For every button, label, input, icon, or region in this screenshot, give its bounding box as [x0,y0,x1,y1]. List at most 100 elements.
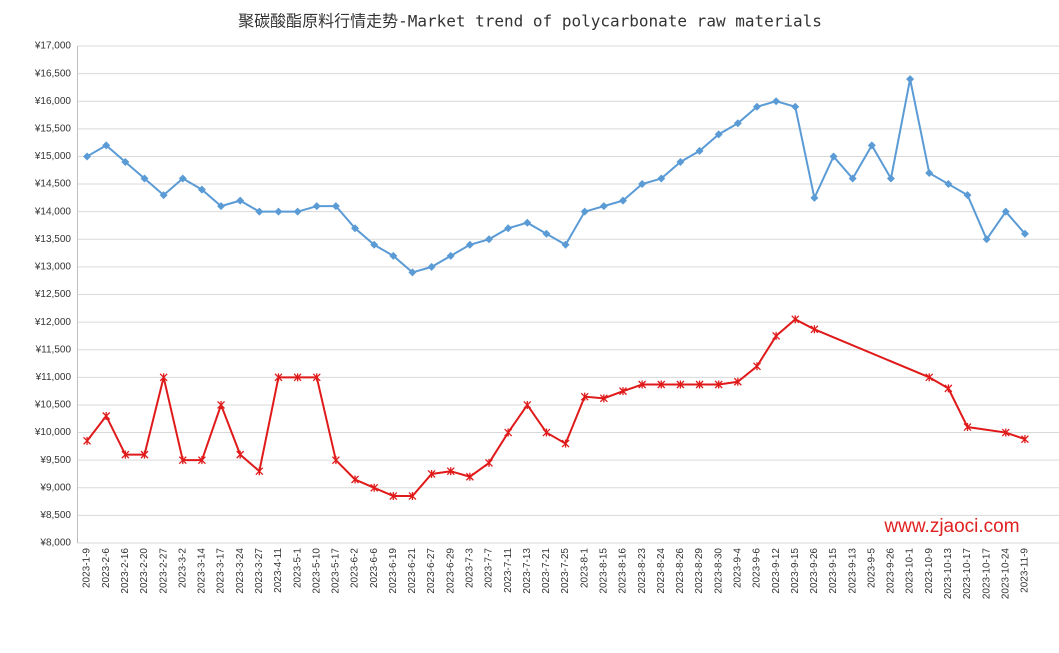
marker [542,229,551,238]
marker [733,119,742,128]
series-line [86,318,1026,498]
marker [676,380,685,389]
marker [1001,428,1010,437]
marker [791,315,800,324]
marker [638,180,647,189]
y-tick-label: ¥8,500 [39,510,71,521]
x-tick-label: 2023-10-13 [943,548,954,600]
marker [695,380,704,389]
marker [178,174,187,183]
x-tick-label: 2023-10-9 [924,548,935,594]
marker [102,141,111,150]
marker [197,456,206,465]
y-tick-label: ¥9,000 [39,482,71,493]
marker [925,373,934,382]
marker [312,373,321,382]
marker [599,394,608,403]
marker [255,467,264,476]
marker [752,102,761,111]
x-tick-label: 2023-8-30 [713,548,724,594]
x-tick-label: 2023-2-27 [158,548,169,594]
marker [236,450,245,459]
x-tick-label: 2023-8-29 [694,548,705,594]
marker [963,423,972,432]
marker [676,157,685,166]
marker [848,174,857,183]
marker [695,146,704,155]
y-tick-label: ¥10,000 [34,427,72,438]
x-tick-label: 2023-9-26 [886,548,897,594]
x-tick-label: 2023-10-17 [981,548,992,600]
x-tick-label: 2023-9-6 [752,548,763,588]
x-tick-label: 2023-8-15 [598,548,609,594]
x-tick-label: 2023-6-29 [445,548,456,594]
y-tick-label: ¥10,500 [34,400,72,411]
marker [1020,435,1029,444]
x-tick-label: 2023-2-16 [120,548,131,594]
marker [217,400,226,409]
y-tick-label: ¥8,000 [39,538,71,549]
marker [580,207,589,216]
marker [638,380,647,389]
y-tick-label: ¥15,000 [34,151,72,162]
marker [312,202,321,211]
x-tick-label: 2023-7-21 [541,548,552,594]
y-tick-label: ¥9,500 [39,455,71,466]
x-tick-label: 2023-9-13 [847,548,858,594]
marker [561,439,570,448]
marker [274,207,283,216]
marker [561,240,570,249]
x-tick-label: 2023-8-16 [618,548,629,594]
x-tick-label: 2023-6-2 [350,548,361,588]
x-tick-label: 2023-6-27 [426,548,437,594]
marker [580,392,589,401]
marker [772,331,781,340]
x-tick-label: 2023-9-26 [809,548,820,594]
y-tick-label: ¥16,000 [34,96,72,107]
x-tick-label: 2023-6-19 [388,548,399,594]
x-tick-label: 2023-3-2 [177,548,188,588]
marker [140,450,149,459]
marker [618,196,627,205]
x-tick-label: 2023-2-20 [139,548,150,594]
marker [1020,229,1029,238]
x-tick-label: 2023-8-26 [675,548,686,594]
marker [1001,207,1010,216]
x-tick-label: 2023-3-14 [197,548,208,594]
marker [121,450,130,459]
marker [810,193,819,202]
marker [523,218,532,227]
y-tick-label: ¥16,500 [34,68,72,79]
x-tick-label: 2023-3-27 [254,548,265,594]
x-tick-label: 2023-10-24 [1000,548,1011,600]
marker [197,185,206,194]
x-tick-label: 2023-9-12 [771,548,782,594]
marker [446,467,455,476]
marker [178,456,187,465]
y-tick-label: ¥14,500 [34,179,72,190]
marker [217,202,226,211]
x-tick-label: 2023-1-9 [82,548,93,588]
marker [293,207,302,216]
y-tick-label: ¥17,000 [34,41,72,52]
y-tick-label: ¥13,500 [34,234,72,245]
marker [906,75,915,84]
marker [944,384,953,393]
x-tick-label: 2023-7-13 [522,548,533,594]
marker [465,472,474,481]
marker [159,373,168,382]
marker [925,169,934,178]
marker [599,202,608,211]
x-tick-label: 2023-9-15 [790,548,801,594]
marker [753,362,761,371]
marker [331,202,340,211]
x-tick-label: 2023-3-24 [235,548,246,594]
series-line [86,78,1026,274]
marker [389,492,398,501]
marker [714,380,723,389]
marker [159,191,168,200]
x-tick-label: 2023-8-23 [637,548,648,594]
x-tick-label: 2023-9-4 [732,548,743,588]
x-tick-label: 2023-10-1 [905,548,916,594]
x-tick-label: 2023-7-3 [465,548,476,588]
